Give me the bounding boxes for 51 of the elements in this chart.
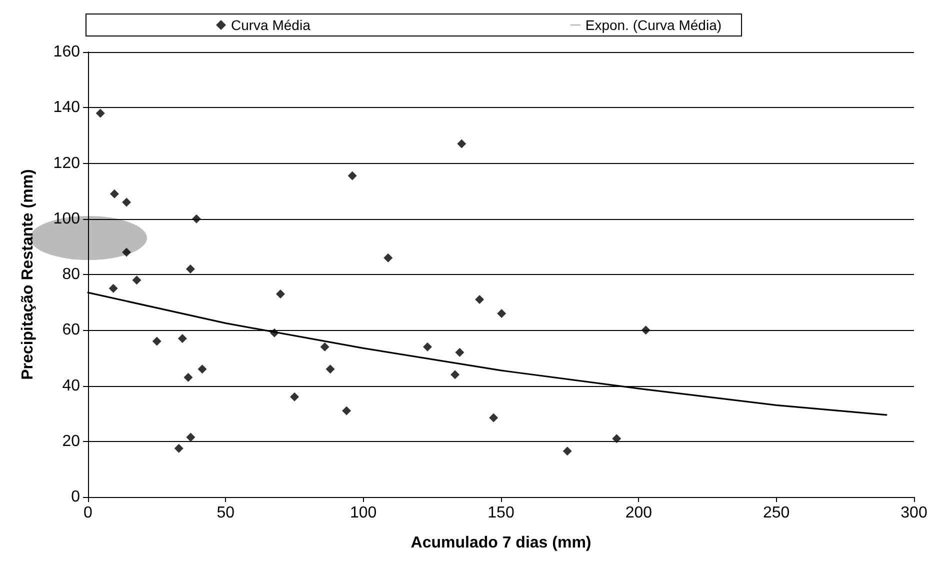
point <box>198 364 207 374</box>
point <box>455 348 464 357</box>
x-tick-label: 150 <box>488 504 514 522</box>
point <box>457 139 466 148</box>
point <box>186 264 195 274</box>
y-axis-title: Precipitação Restante (mm) <box>20 169 36 380</box>
x-tick-label: 250 <box>762 504 790 522</box>
point <box>186 432 196 442</box>
point <box>342 406 352 416</box>
y-tick-label: 100 <box>53 210 80 228</box>
point <box>612 434 622 444</box>
point <box>174 444 184 453</box>
point <box>290 392 299 402</box>
point <box>384 253 393 262</box>
x-axis-title: Acumulado 7 dias (mm) <box>410 534 592 552</box>
point <box>641 326 650 335</box>
y-tick-label: 60 <box>62 322 80 339</box>
point <box>450 370 460 380</box>
legend-label: Curva Média <box>231 17 311 33</box>
point <box>276 289 285 298</box>
y-tick-label: 80 <box>62 266 80 283</box>
point <box>184 372 193 382</box>
point <box>320 342 330 352</box>
y-tick-label: 120 <box>53 154 80 172</box>
y-tick-label: 40 <box>62 377 80 394</box>
x-tick-label: 0 <box>84 504 93 522</box>
y-tick-label: 20 <box>62 432 80 450</box>
point <box>108 284 118 293</box>
point <box>178 334 187 343</box>
x-tick-label: 200 <box>625 504 652 522</box>
point <box>348 171 357 180</box>
point <box>422 342 432 352</box>
point <box>489 413 498 422</box>
point <box>562 446 572 456</box>
point <box>110 189 119 198</box>
x-tick-label: 300 <box>900 504 928 522</box>
legend-label: Expon. (Curva Média) <box>585 17 722 33</box>
point <box>132 276 142 285</box>
x-tick-label: 100 <box>350 504 377 522</box>
point <box>192 214 201 224</box>
x-tick-label: 50 <box>216 504 235 522</box>
point <box>122 248 132 257</box>
point <box>96 108 105 118</box>
y-tick-label: 160 <box>53 44 80 60</box>
point <box>152 336 162 346</box>
point <box>122 198 132 207</box>
point <box>326 364 335 374</box>
y-tick-label: 0 <box>71 488 80 506</box>
y-tick-label: 140 <box>53 99 80 116</box>
point <box>497 308 506 318</box>
point <box>475 295 484 304</box>
